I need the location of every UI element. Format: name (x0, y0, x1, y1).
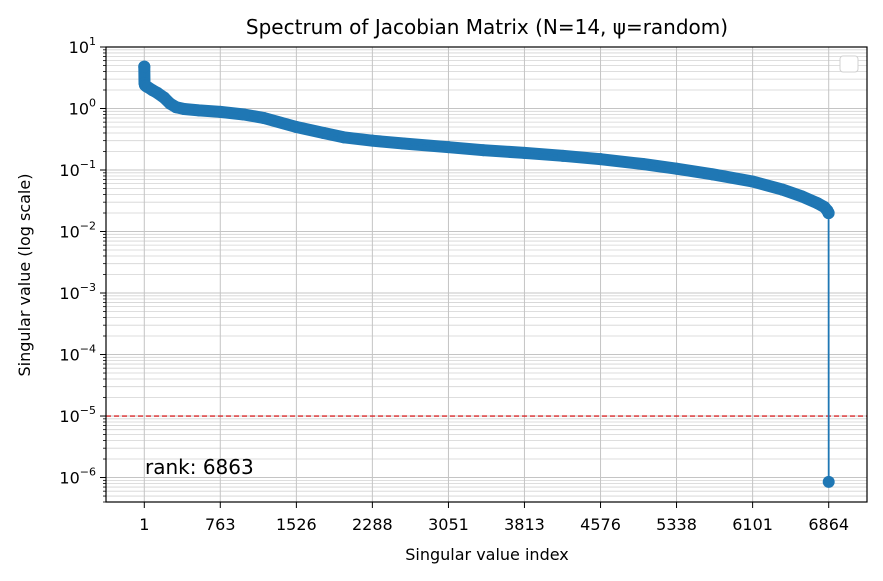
series-group (138, 60, 835, 488)
y-tick-label: 10−3 (59, 281, 96, 303)
legend-box (839, 55, 859, 73)
data-point (257, 112, 270, 125)
x-tick-label: 3051 (428, 515, 469, 534)
data-point (214, 105, 227, 118)
x-tick-label: 1 (139, 515, 149, 534)
y-tick-label: 10−5 (59, 404, 96, 426)
x-tick-label: 6864 (808, 515, 849, 534)
x-tick-label: 5338 (656, 515, 697, 534)
y-tick-label: 10−1 (59, 158, 96, 180)
x-ticks: 1 763 1526 2288 3051 3813 4576 5338 6101 6864 (139, 502, 849, 534)
y-tick-label: 10−2 (59, 220, 96, 242)
data-point (397, 137, 410, 150)
data-point (317, 126, 330, 139)
y-tick-label: 101 (69, 35, 96, 57)
data-point (337, 131, 350, 144)
chart-title: Spectrum of Jacobian Matrix (N=14, ψ=ran… (246, 15, 728, 39)
x-tick-label: 763 (205, 515, 236, 534)
rank-annotation: rank: 6863 (145, 455, 254, 479)
data-point (477, 144, 490, 157)
x-axis-label: Singular value index (405, 545, 569, 564)
data-point (776, 183, 789, 196)
data-point (822, 475, 835, 488)
x-tick-label: 3813 (504, 515, 545, 534)
data-point (178, 103, 191, 116)
x-tick-label: 2288 (352, 515, 393, 534)
data-point (138, 60, 151, 73)
data-point (237, 108, 250, 121)
data-point (290, 121, 303, 134)
y-tick-label: 10−4 (59, 343, 96, 365)
data-point (193, 104, 206, 117)
y-tick-label: 10−6 (59, 466, 96, 488)
y-ticks: 101 100 10−1 10−2 10−3 10−4 10−5 10−6 (59, 35, 106, 503)
data-point (518, 146, 531, 159)
data-point (822, 206, 835, 219)
data-point (442, 141, 455, 154)
x-tick-label: 1526 (276, 515, 317, 534)
data-point (796, 190, 809, 203)
data-point (746, 175, 759, 188)
data-point (636, 158, 649, 171)
data-point (706, 168, 719, 181)
series-marker-band (138, 60, 835, 219)
y-tick-label: 100 (69, 97, 96, 119)
data-point (557, 149, 570, 162)
data-point (594, 153, 607, 166)
data-point (670, 162, 683, 175)
grid (106, 46, 867, 503)
data-point (366, 134, 379, 147)
y-axis-label: Singular value (log scale) (15, 174, 34, 377)
x-tick-label: 6101 (732, 515, 773, 534)
x-tick-label: 4576 (580, 515, 621, 534)
